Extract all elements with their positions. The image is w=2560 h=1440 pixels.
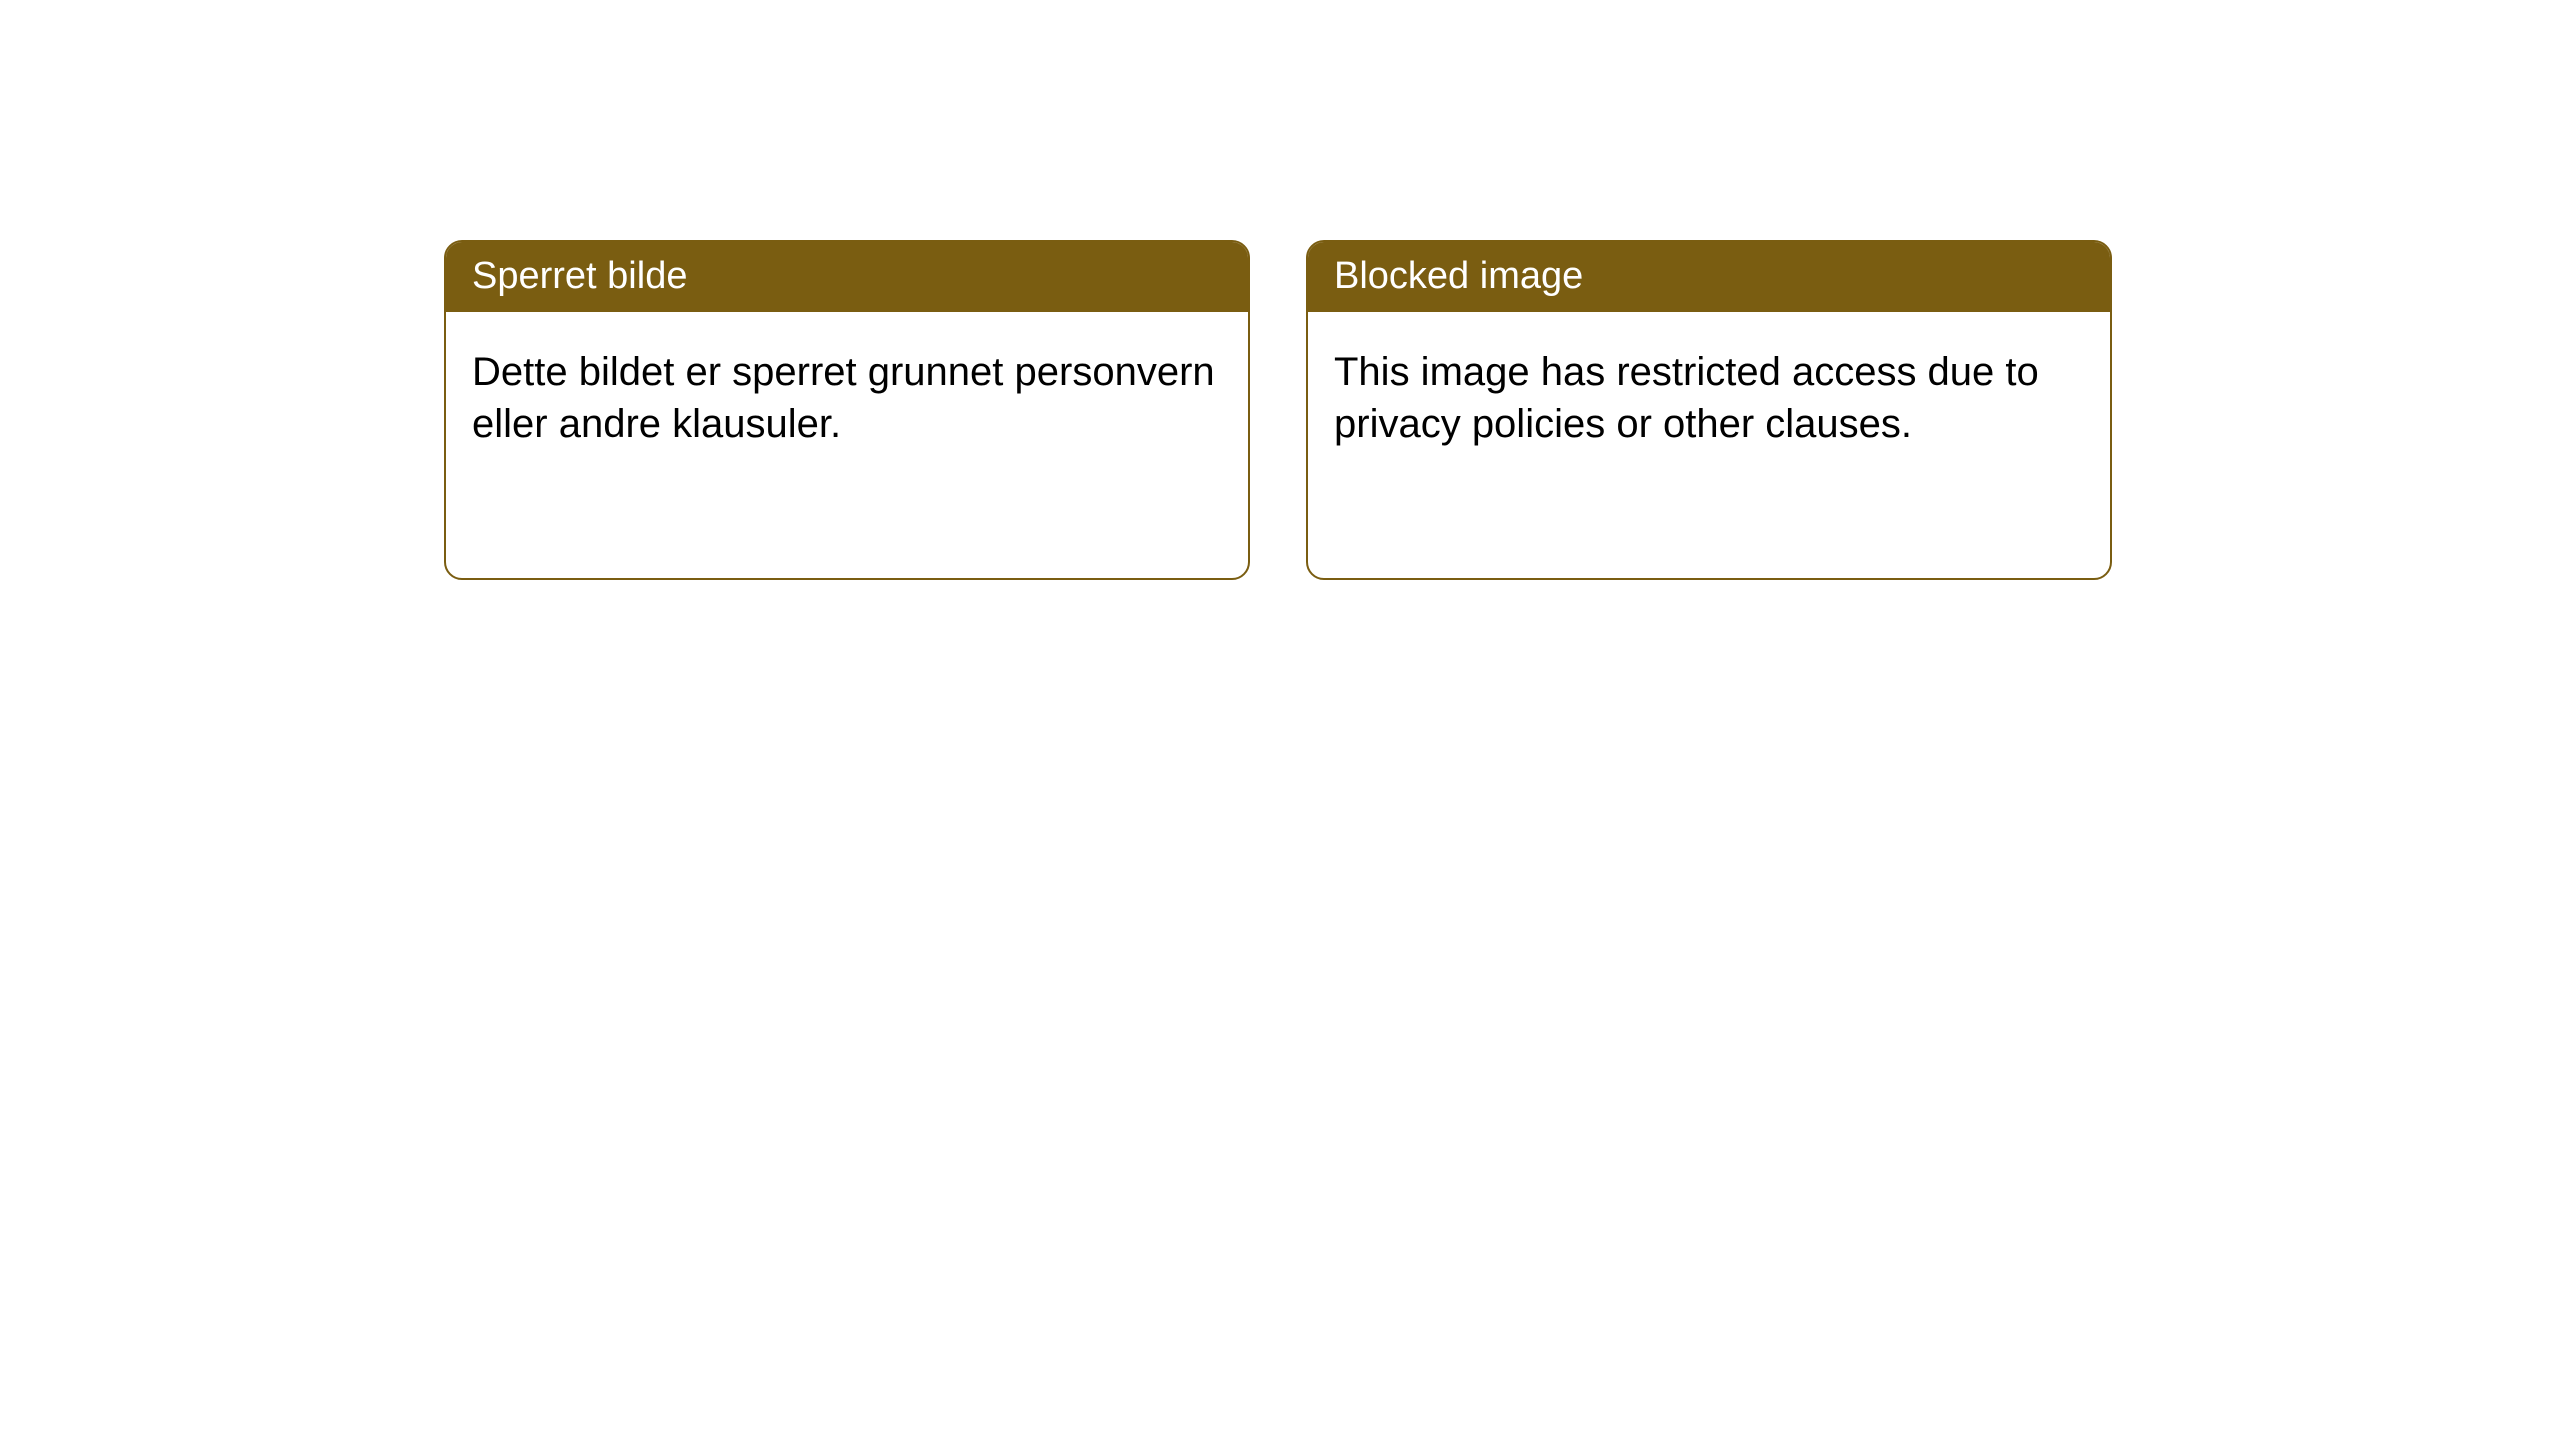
notice-title-norwegian: Sperret bilde bbox=[446, 242, 1248, 312]
notice-card-norwegian: Sperret bilde Dette bildet er sperret gr… bbox=[444, 240, 1250, 580]
notice-card-english: Blocked image This image has restricted … bbox=[1306, 240, 2112, 580]
notice-body-english: This image has restricted access due to … bbox=[1308, 312, 2110, 484]
notice-body-norwegian: Dette bildet er sperret grunnet personve… bbox=[446, 312, 1248, 484]
notice-title-english: Blocked image bbox=[1308, 242, 2110, 312]
notice-cards-container: Sperret bilde Dette bildet er sperret gr… bbox=[444, 240, 2112, 580]
